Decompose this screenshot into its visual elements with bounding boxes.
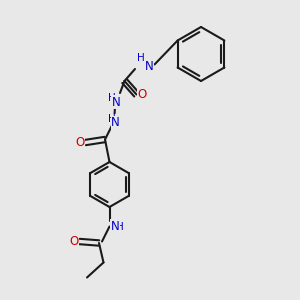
Text: O: O [76, 136, 85, 149]
Text: H: H [108, 114, 116, 124]
Text: O: O [137, 88, 146, 101]
Text: N: N [145, 59, 153, 73]
Text: H: H [108, 93, 116, 103]
Text: H: H [137, 53, 145, 63]
Text: H: H [116, 221, 124, 232]
Text: N: N [110, 220, 119, 233]
Text: O: O [70, 235, 79, 248]
Text: N: N [111, 116, 120, 130]
Text: N: N [112, 95, 121, 109]
